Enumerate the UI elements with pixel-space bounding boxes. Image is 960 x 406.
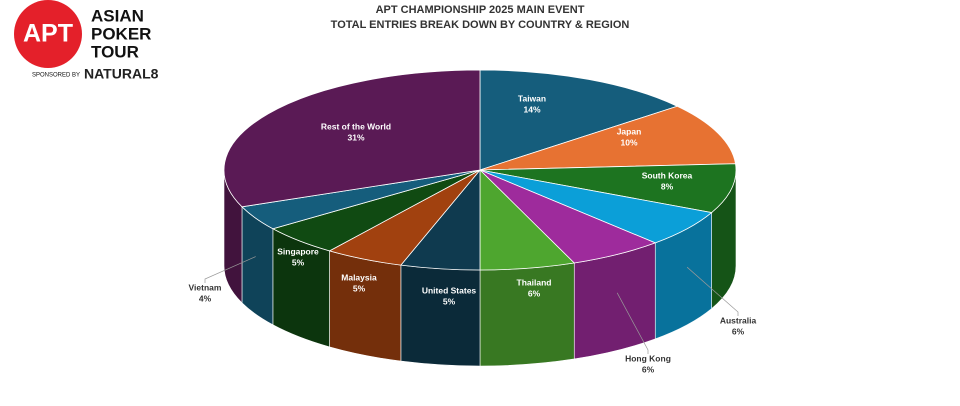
slice-value: 5%: [443, 296, 456, 306]
chart-subtitle: TOTAL ENTRIES BREAK DOWN BY COUNTRY & RE…: [331, 19, 630, 31]
logo-text: POKER: [91, 24, 151, 43]
sponsor: NATURAL8: [84, 66, 159, 82]
slice-value: 5%: [292, 257, 305, 267]
slice-label: Malaysia: [341, 272, 377, 282]
slice-value: 31%: [347, 132, 364, 142]
slice-label: Singapore: [277, 246, 319, 256]
slice-label: South Korea: [642, 170, 693, 180]
slice-value: 4%: [199, 293, 212, 303]
leader-line: [616, 292, 649, 354]
logo-text: ASIAN: [91, 6, 144, 25]
slice-value: 6%: [642, 364, 655, 374]
slice-label: Rest of the World: [321, 121, 391, 131]
slice: [223, 69, 481, 208]
slice: [479, 69, 679, 171]
slice-label: United States: [422, 285, 477, 295]
slice-value: 5%: [353, 283, 366, 293]
slice-value: 6%: [732, 326, 745, 336]
slice: [479, 163, 737, 214]
leader-line: [204, 256, 256, 283]
chart-title: APT CHAMPIONSHIP 2025 MAIN EVENT: [376, 4, 585, 16]
slice-value: 6%: [528, 288, 541, 298]
logo-badge: [14, 0, 82, 68]
slice-label: Taiwan: [518, 93, 546, 103]
slice-label: Thailand: [517, 277, 552, 287]
logo-badge-text: APT: [23, 20, 73, 48]
slice-label: Hong Kong: [625, 353, 671, 363]
slice-side: [329, 250, 402, 362]
slice-value: 10%: [620, 137, 637, 147]
leader-line: [686, 266, 739, 316]
slice-value: 14%: [523, 104, 540, 114]
logo: APT ASIAN POKER TOUR SPONSORED BY NATURA…: [14, 0, 159, 82]
logo-text: TOUR: [91, 42, 139, 61]
sponsor-prefix: SPONSORED BY: [32, 73, 80, 79]
slice-value: 8%: [661, 181, 674, 191]
slice-label: Australia: [720, 315, 757, 325]
slice-side: [400, 264, 481, 367]
slice: [479, 105, 736, 171]
slice-label: Vietnam: [189, 282, 222, 292]
slice-label: Japan: [617, 126, 642, 136]
